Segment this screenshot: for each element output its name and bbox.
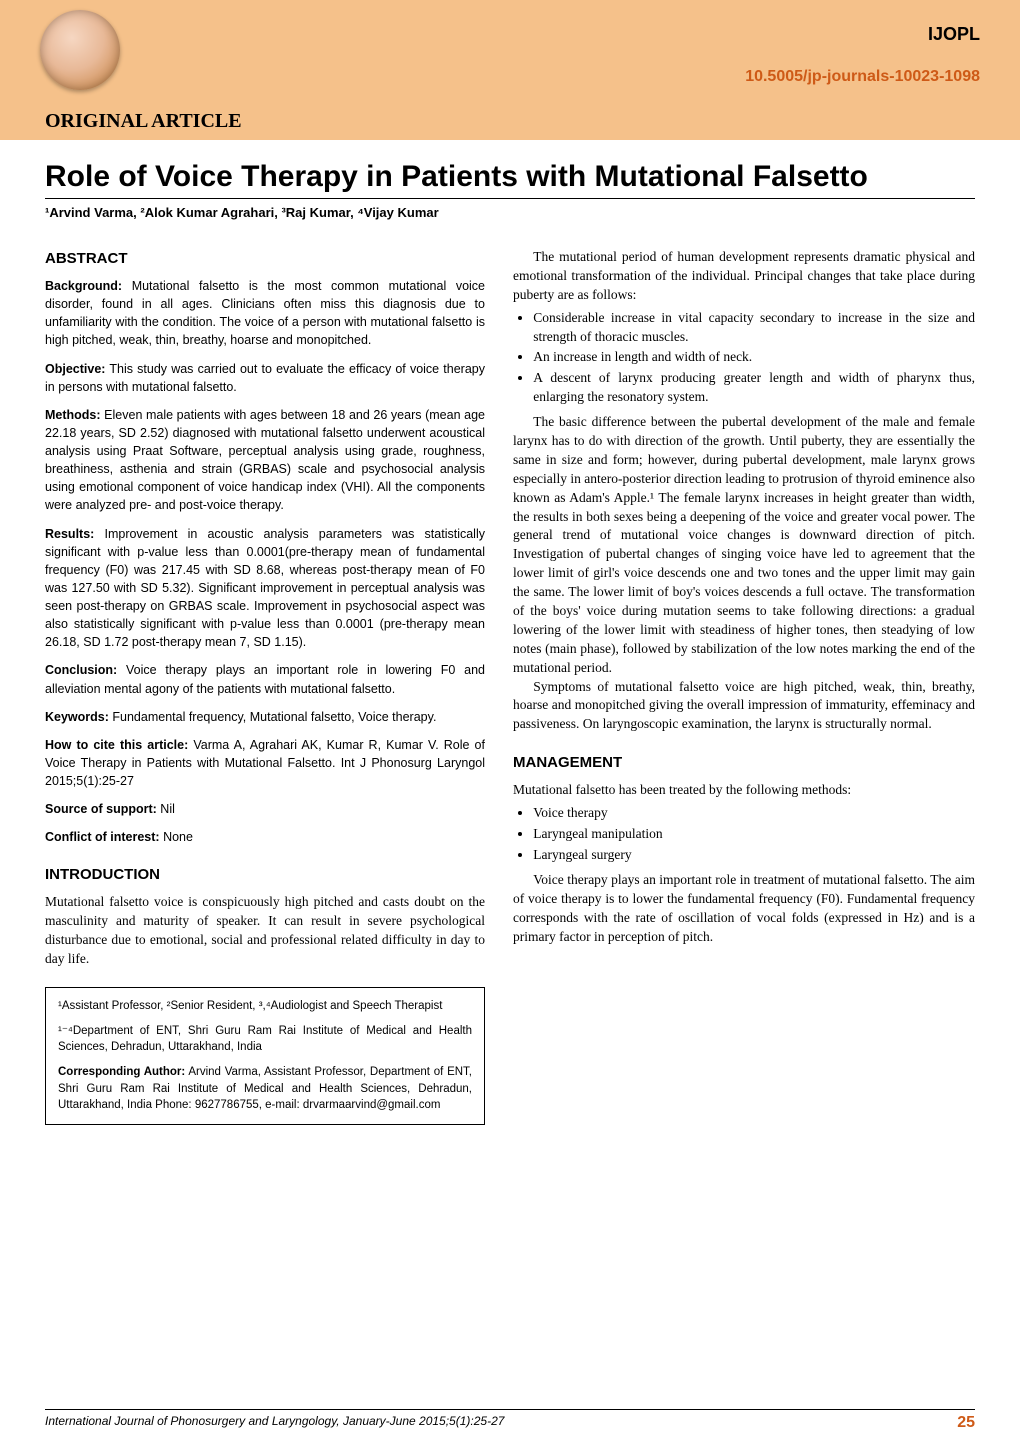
abstract-methods-label: Methods: <box>45 408 101 422</box>
affil-line1: ¹Assistant Professor, ²Senior Resident, … <box>58 998 472 1015</box>
abstract-background-label: Background: <box>45 279 122 293</box>
affil-line2: ¹⁻⁴Department of ENT, Shri Guru Ram Rai … <box>58 1023 472 1056</box>
abstract-conflict-label: Conflict of interest: <box>45 830 160 844</box>
mgmt-p1: Mutational falsetto has been treated by … <box>513 781 975 800</box>
abstract-block: Background: Mutational falsetto is the m… <box>45 277 485 846</box>
abstract-objective-label: Objective: <box>45 362 105 376</box>
management-methods-list: Voice therapy Laryngeal manipulation Lar… <box>513 804 975 865</box>
left-column: ABSTRACT Background: Mutational falsetto… <box>45 248 485 1125</box>
footer-page-number: 25 <box>957 1414 975 1432</box>
abstract-head: ABSTRACT <box>45 248 485 269</box>
puberty-changes-list: Considerable increase in vital capacity … <box>513 309 975 407</box>
page-footer: International Journal of Phonosurgery an… <box>45 1409 975 1432</box>
list-item: Voice therapy <box>533 804 975 823</box>
list-item: Laryngeal manipulation <box>533 825 975 844</box>
journal-logo <box>40 10 120 90</box>
management-head: MANAGEMENT <box>513 752 975 773</box>
footer-journal-line: International Journal of Phonosurgery an… <box>45 1414 504 1432</box>
list-item: Considerable increase in vital capacity … <box>533 309 975 347</box>
abstract-results: Improvement in acoustic analysis paramet… <box>45 527 485 650</box>
abstract-results-label: Results: <box>45 527 94 541</box>
abstract-support: Nil <box>160 802 175 816</box>
abstract-objective: This study was carried out to evaluate t… <box>45 362 485 394</box>
right-p3: Symptoms of mutational falsetto voice ar… <box>513 678 975 735</box>
abstract-conflict: None <box>163 830 193 844</box>
list-item: Laryngeal surgery <box>533 846 975 865</box>
abstract-conclusion-label: Conclusion: <box>45 663 117 677</box>
header-band: IJOPL 10.5005/jp-journals-10023-1098 ORI… <box>0 0 1020 140</box>
article-type: ORIGINAL ARTICLE <box>45 110 242 133</box>
abstract-methods: Eleven male patients with ages between 1… <box>45 408 485 513</box>
right-column: The mutational period of human developme… <box>513 248 975 1125</box>
abstract-keywords-label: Keywords: <box>45 710 109 724</box>
list-item: An increase in length and width of neck. <box>533 348 975 367</box>
doi-label: 10.5005/jp-journals-10023-1098 <box>745 68 980 86</box>
journal-abbrev: IJOPL <box>928 24 980 45</box>
authors-line: ¹Arvind Varma, ²Alok Kumar Agrahari, ³Ra… <box>45 205 975 220</box>
abstract-howto-label: How to cite this article: <box>45 738 188 752</box>
affiliations-box: ¹Assistant Professor, ²Senior Resident, … <box>45 987 485 1125</box>
corr-label: Corresponding Author: <box>58 1066 185 1078</box>
mgmt-p2: Voice therapy plays an important role in… <box>513 871 975 947</box>
content-area: Role of Voice Therapy in Patients with M… <box>0 140 1020 1125</box>
abstract-support-label: Source of support: <box>45 802 157 816</box>
introduction-p1: Mutational falsetto voice is conspicuous… <box>45 893 485 969</box>
right-p2: The basic difference between the puberta… <box>513 413 975 677</box>
introduction-body: Mutational falsetto voice is conspicuous… <box>45 893 485 969</box>
right-p1: The mutational period of human developme… <box>513 248 975 305</box>
title-rule <box>45 198 975 199</box>
introduction-head: INTRODUCTION <box>45 864 485 885</box>
article-title: Role of Voice Therapy in Patients with M… <box>45 160 975 194</box>
abstract-keywords: Fundamental frequency, Mutational falset… <box>112 710 436 724</box>
list-item: A descent of larynx producing greater le… <box>533 369 975 407</box>
